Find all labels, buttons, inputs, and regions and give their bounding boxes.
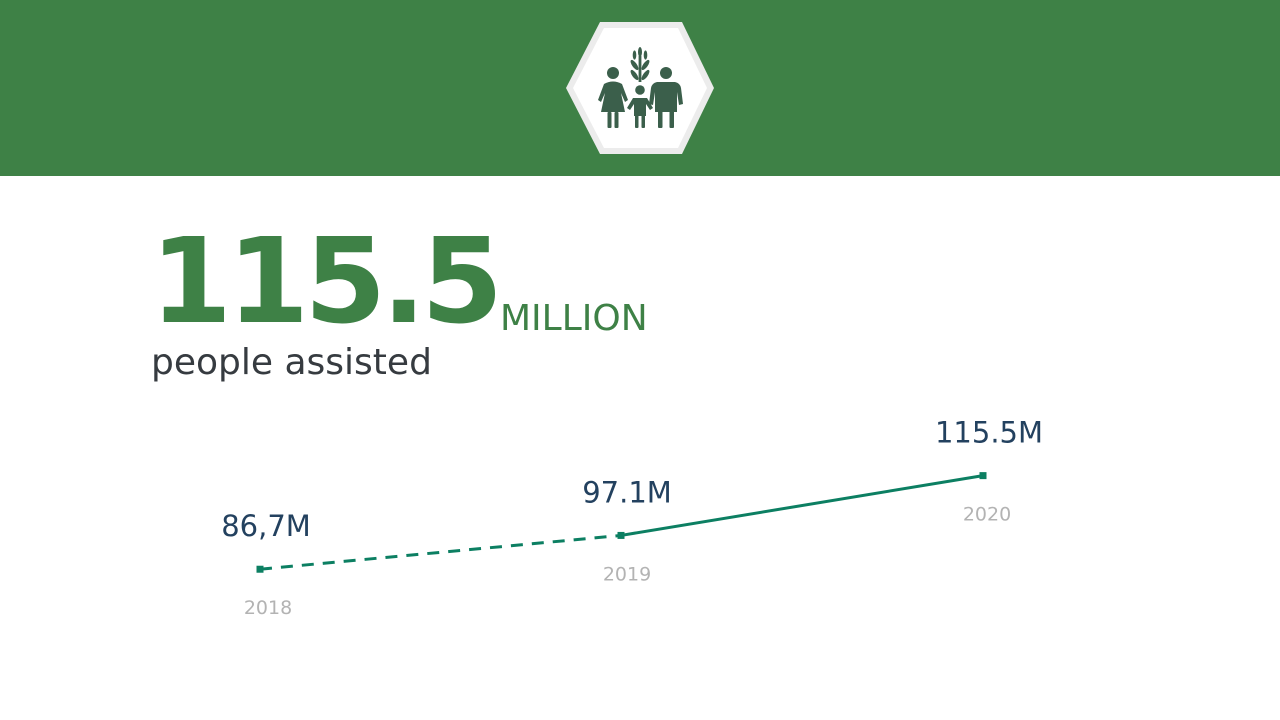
family-with-wheat-icon [566, 22, 714, 154]
data-point-2018 [256, 565, 264, 573]
headline-caption: people assisted [151, 342, 432, 383]
year-label-2020: 2020 [963, 504, 1011, 526]
value-label-2020: 115.5M [935, 416, 1043, 450]
year-label-2018: 2018 [244, 597, 292, 619]
headline-number: 115.5 [150, 212, 503, 350]
year-label-2019: 2019 [603, 563, 651, 585]
value-label-2018: 86,7M [221, 509, 311, 543]
series-segment-2019-2020 [620, 474, 984, 537]
data-point-2019 [617, 531, 625, 539]
data-point-2020 [979, 472, 987, 480]
series-segment-2018-2019 [259, 533, 622, 571]
value-label-2019: 97.1M [582, 475, 672, 509]
headline-unit: MILLION [500, 298, 648, 339]
